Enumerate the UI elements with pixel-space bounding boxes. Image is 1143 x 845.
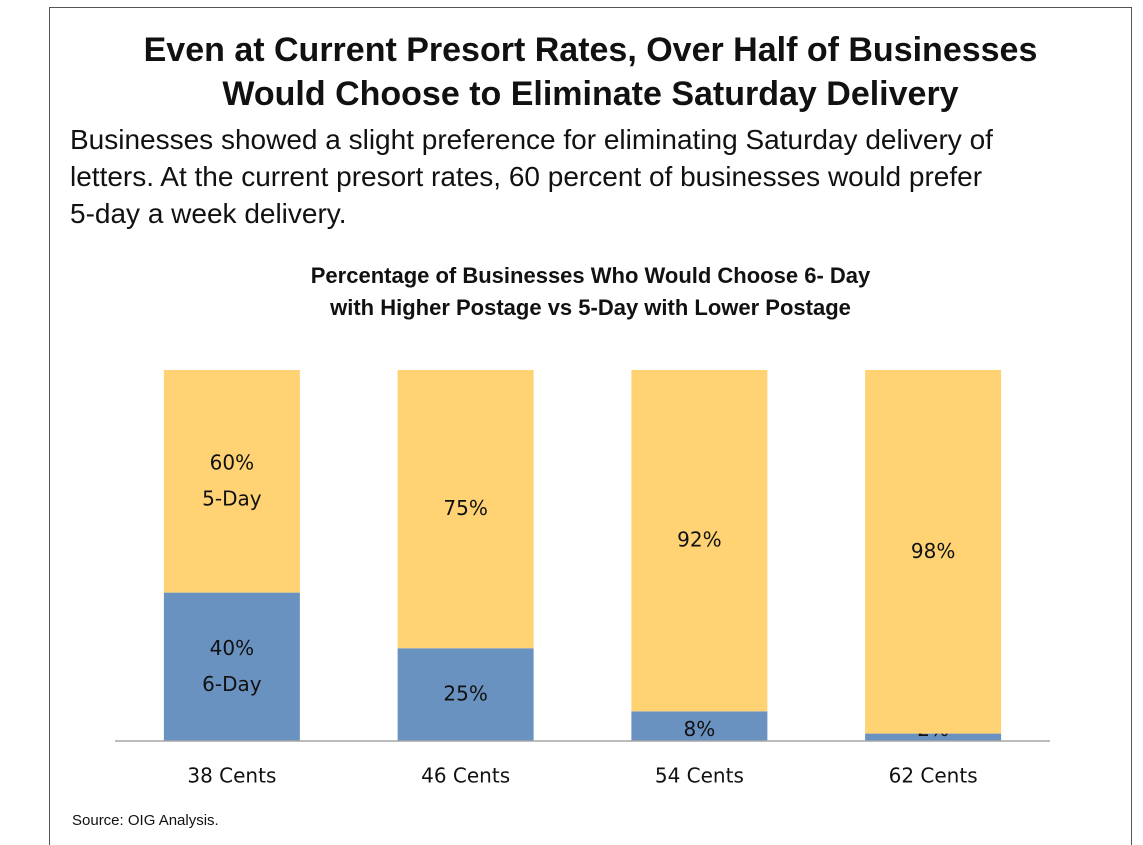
chart-title: Percentage of Businesses Who Would Choos… xyxy=(49,260,1132,324)
x-tick-label: 46 Cents xyxy=(421,764,510,788)
x-tick-label: 54 Cents xyxy=(655,764,744,788)
slide-title-line-2: Would Choose to Eliminate Saturday Deliv… xyxy=(222,75,959,113)
bar-data-label: 8% xyxy=(684,717,716,741)
bar-segment xyxy=(163,370,300,593)
slide-subtitle-line-3: 5-day a week delivery. xyxy=(70,198,347,229)
bar-segment xyxy=(865,733,1002,741)
source-note: Source: OIG Analysis. xyxy=(72,812,219,829)
bar-data-label: 92% xyxy=(677,527,721,551)
slide-frame xyxy=(49,7,1132,845)
slide-subtitle-line-2: letters. At the current presort rates, 6… xyxy=(70,161,983,192)
slide-title-line-1: Even at Current Presort Rates, Over Half… xyxy=(143,31,1038,69)
bar-segment xyxy=(631,711,768,741)
bar-data-label: 98% xyxy=(911,538,955,562)
x-tick-label: 62 Cents xyxy=(889,764,978,788)
x-tick-label: 38 Cents xyxy=(187,764,276,788)
chart-title-line-1: Percentage of Businesses Who Would Choos… xyxy=(310,263,871,288)
bar-data-label: 75% xyxy=(443,496,487,520)
bar-segment xyxy=(865,370,1002,734)
bar-segment xyxy=(397,648,534,741)
chart-title-line-2: with Higher Postage vs 5-Day with Lower … xyxy=(330,295,851,320)
slide-title: Even at Current Presort Rates, Over Half… xyxy=(49,28,1132,116)
bar-data-label: 60% 5-Day xyxy=(202,450,262,510)
bar-data-label: 40% 6-Day xyxy=(202,635,262,695)
bar-data-label: 25% xyxy=(443,681,487,705)
slide-subtitle: Businesses showed a slight preference fo… xyxy=(70,121,1110,232)
bar-segment xyxy=(163,592,300,741)
bar-segment xyxy=(397,370,534,649)
slide-subtitle-line-1: Businesses showed a slight preference fo… xyxy=(70,124,993,155)
bar-segment xyxy=(631,370,768,712)
